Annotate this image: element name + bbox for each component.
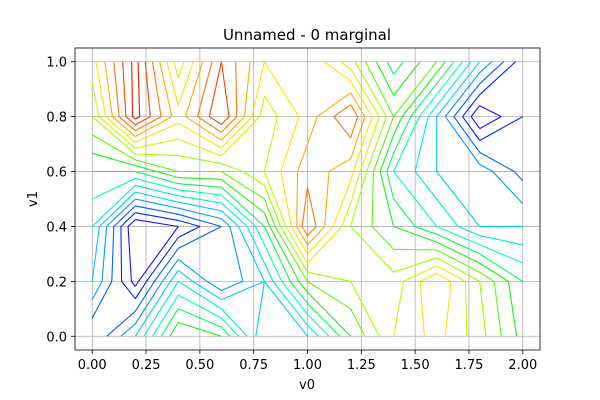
x-tick-label: 0.75 [239, 358, 268, 373]
x-tick-label: 1.00 [293, 358, 322, 373]
contour-level-line [95, 61, 452, 337]
y-tick-label: 0.4 [46, 220, 67, 235]
y-axis-label: v1 [26, 191, 41, 207]
contour-level-line [120, 61, 524, 300]
contour-level-line [91, 61, 468, 337]
x-tick-label: 2.00 [508, 358, 537, 373]
contour-lines [91, 61, 524, 337]
contour-level-line [91, 61, 523, 337]
contour-level-line [113, 61, 359, 236]
x-tick-label: 1.75 [454, 358, 483, 373]
contour-level-line [91, 61, 524, 337]
contour-level-line [91, 61, 523, 337]
y-tick-label: 0.8 [46, 111, 67, 126]
contour-level-line [104, 61, 366, 246]
x-tick-label: 1.25 [347, 358, 376, 373]
contour-level-line [122, 61, 230, 126]
x-tick-label: 0.00 [78, 358, 107, 373]
contour-level-line [127, 105, 502, 287]
axis-ticks: 0.00 0.25 0.50 0.75 1.00 1.25 1.50 1.75 2.00 0.0 0… [46, 56, 537, 373]
x-axis-label: v0 [299, 378, 315, 393]
y-tick-label: 0.2 [46, 275, 67, 290]
contour-level-line [91, 61, 524, 337]
x-tick-label: 0.50 [185, 358, 214, 373]
x-tick-label: 0.25 [132, 358, 161, 373]
grid-lines [75, 48, 540, 350]
contour-level-line [91, 61, 524, 337]
chart-title: Unnamed - 0 marginal [223, 26, 391, 44]
y-tick-label: 1.0 [46, 56, 67, 71]
contour-level-line [92, 61, 524, 337]
contour-level-line [131, 61, 141, 120]
contour-level-line [92, 61, 518, 337]
y-tick-label: 0.0 [46, 330, 67, 345]
y-tick-label: 0.6 [46, 166, 67, 181]
x-tick-label: 1.50 [401, 358, 430, 373]
contour-level-line [91, 61, 487, 337]
